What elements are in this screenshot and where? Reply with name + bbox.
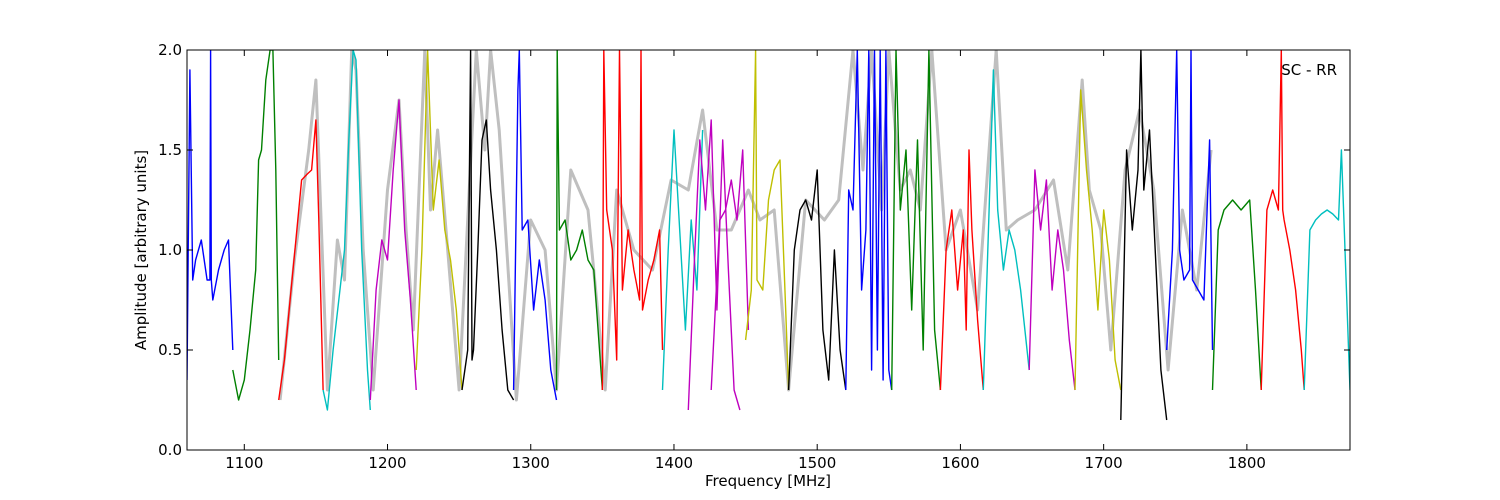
spectrum-segment-line-7 (461, 50, 515, 401)
y-tick-label: 1.5 (158, 141, 182, 159)
x-tick-label: 1200 (368, 454, 406, 472)
spectrum-segment-line-4 (322, 50, 371, 411)
spectrum-segment-line-24 (1211, 199, 1262, 391)
spectrum-segment-line-10 (601, 50, 664, 391)
chart-annotation: SC - RR (1281, 61, 1337, 79)
spectrum-segment-line-19 (982, 69, 1030, 391)
x-tick-label: 1500 (798, 454, 836, 472)
x-tick-label: 1300 (512, 454, 550, 472)
y-tick-label: 0.5 (158, 341, 182, 359)
x-tick-label: 1800 (1228, 454, 1266, 472)
spectrum-segment-line-23 (1166, 50, 1214, 351)
y-tick-label: 2.0 (158, 41, 182, 59)
y-tick-label: 0.0 (158, 441, 182, 459)
spectrum-segment-line-2 (232, 50, 280, 401)
spectrum-segment-line-21 (1074, 89, 1122, 391)
spectrum-segment-line-26 (1303, 149, 1350, 391)
spectrum-segment-line-16 (845, 50, 893, 391)
spectrum-segment-line-5 (369, 99, 417, 401)
spectrum-segment-line-11 (661, 129, 704, 391)
spectrum-segment-line-12 (687, 119, 741, 411)
y-axis-label: Amplitude [arbitrary units] (132, 150, 150, 350)
spectrum-segment-line-8 (512, 50, 558, 401)
x-tick-label: 1100 (225, 454, 263, 472)
spectrum-segment-line-14 (744, 50, 790, 391)
spectrum-segment-line-1 (187, 50, 234, 381)
x-tick-label: 1600 (941, 454, 979, 472)
spectrum-segment-line-20 (1028, 169, 1076, 391)
spectrum-segment-line-22 (1120, 50, 1168, 421)
spectrum-segment-line-15 (787, 169, 847, 391)
spectrum-segment-line-13 (710, 149, 750, 391)
spectrum-segment-line-6 (415, 50, 463, 391)
y-tick-label: 1.0 (158, 241, 182, 259)
x-axis-label: Frequency [MHz] (705, 472, 831, 490)
spectrum-segment-line-18 (939, 149, 984, 391)
y-axis: 0.0 0.5 1.0 1.5 2.0 (158, 41, 1350, 459)
spectrum-segment-line-3 (278, 119, 324, 401)
spectrum-segment-line-17 (891, 50, 942, 391)
plot-area (187, 50, 1350, 421)
x-tick-label: 1400 (655, 454, 693, 472)
spectrum-segment-line-25 (1260, 50, 1305, 391)
spectrum-segment-line-9 (555, 50, 604, 391)
x-axis: 1100 1200 1300 1400 1500 1600 1700 1800 (225, 50, 1266, 472)
x-tick-label: 1700 (1085, 454, 1123, 472)
